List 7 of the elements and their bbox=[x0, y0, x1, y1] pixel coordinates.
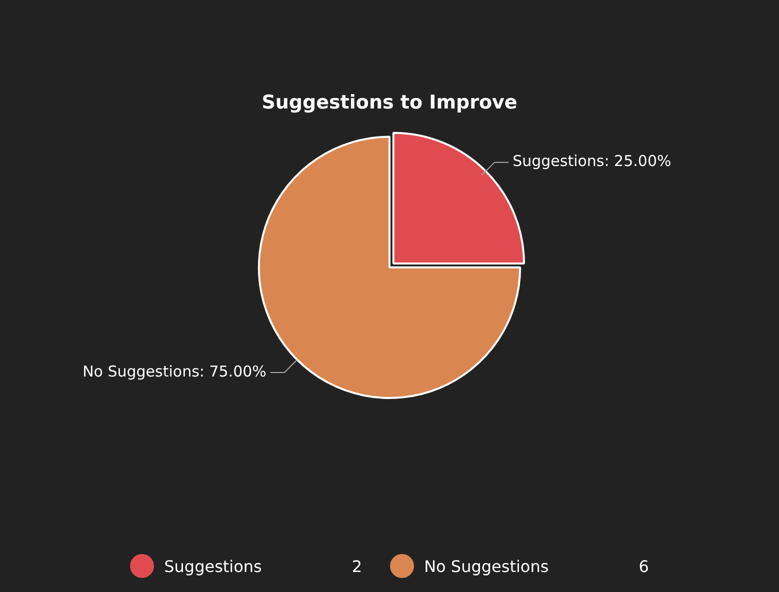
legend-label: No Suggestions bbox=[424, 556, 549, 576]
text: 2 bbox=[352, 556, 362, 576]
text: 6 bbox=[638, 556, 649, 576]
data-label: No Suggestions: 75.00% bbox=[82, 362, 266, 380]
legend-label: Suggestions bbox=[164, 556, 262, 576]
data-label: Suggestions: 25.00% bbox=[512, 152, 672, 170]
chart-title: Suggestions to Improve bbox=[262, 91, 518, 114]
